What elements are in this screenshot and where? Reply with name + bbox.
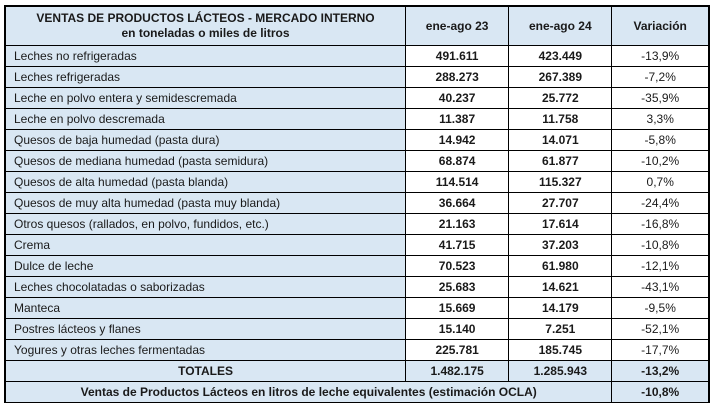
value-y23: 14.942 [405,129,510,151]
value-y24: 14.179 [508,297,613,319]
value-y23: 41.715 [405,234,510,256]
product-label: Yogures y otras leches fermentadas [4,339,407,361]
value-variation: -13,9% [611,45,710,67]
product-label: Leches refrigeradas [4,66,407,88]
footer-variation: -10,8% [611,381,710,403]
value-y24: 423.449 [508,45,613,67]
table-title: VENTAS DE PRODUCTOS LÁCTEOS - MERCADO IN… [4,5,407,46]
product-label: Postres lácteos y flanes [4,318,407,340]
value-variation: -9,5% [611,297,710,319]
value-variation: 3,3% [611,108,710,130]
table-row: Dulce de leche 70.523 61.980 -12,1% [4,255,710,277]
table-row: Leches no refrigeradas 491.611 423.449 -… [4,45,710,67]
value-variation: -24,4% [611,192,710,214]
value-y24: 37.203 [508,234,613,256]
value-variation: -16,8% [611,213,710,235]
column-header-ene-ago-23: ene-ago 23 [405,5,510,46]
value-y23: 21.163 [405,213,510,235]
value-variation: -52,1% [611,318,710,340]
value-y24: 25.772 [508,87,613,109]
product-label: Quesos de muy alta humedad (pasta muy bl… [4,192,407,214]
value-variation: -10,2% [611,150,710,172]
value-variation: -5,8% [611,129,710,151]
table-row: Leches chocolatadas o saborizadas 25.683… [4,276,710,298]
value-y23: 15.140 [405,318,510,340]
value-y24: 267.389 [508,66,613,88]
value-y23: 40.237 [405,87,510,109]
product-label: Dulce de leche [4,255,407,277]
dairy-sales-table: VENTAS DE PRODUCTOS LÁCTEOS - MERCADO IN… [4,5,710,403]
value-variation: -43,1% [611,276,710,298]
table-row: Leche en polvo descremada 11.387 11.758 … [4,108,710,130]
value-y23: 36.664 [405,192,510,214]
product-label: Manteca [4,297,407,319]
totals-label: TOTALES [4,360,407,382]
value-y24: 7.251 [508,318,613,340]
value-variation: -35,9% [611,87,710,109]
value-y24: 11.758 [508,108,613,130]
value-y23: 70.523 [405,255,510,277]
value-y23: 15.669 [405,297,510,319]
value-y24: 185.745 [508,339,613,361]
value-y24: 14.071 [508,129,613,151]
value-y24: 61.980 [508,255,613,277]
table-row: Quesos de baja humedad (pasta dura) 14.9… [4,129,710,151]
value-y24: 61.877 [508,150,613,172]
value-y24: 17.614 [508,213,613,235]
footer-label: Ventas de Productos Lácteos en litros de… [4,381,613,403]
product-label: Leche en polvo descremada [4,108,407,130]
value-y23: 11.387 [405,108,510,130]
table-row: Otros quesos (rallados, en polvo, fundid… [4,213,710,235]
table-row: Quesos de mediana humedad (pasta semidur… [4,150,710,172]
table-row: Quesos de muy alta humedad (pasta muy bl… [4,192,710,214]
product-label: Leche en polvo entera y semidescremada [4,87,407,109]
column-header-ene-ago-24: ene-ago 24 [508,5,613,46]
table-title-line1: VENTAS DE PRODUCTOS LÁCTEOS - MERCADO IN… [36,11,375,25]
value-variation: -10,8% [611,234,710,256]
product-label: Otros quesos (rallados, en polvo, fundid… [4,213,407,235]
product-label: Quesos de alta humedad (pasta blanda) [4,171,407,193]
totals-y24: 1.285.943 [508,360,613,382]
column-header-variacion: Variación [611,5,710,46]
value-variation: -12,1% [611,255,710,277]
footer-row: Ventas de Productos Lácteos en litros de… [4,381,710,403]
totals-y23: 1.482.175 [405,360,510,382]
table-row: Leches refrigeradas 288.273 267.389 -7,2… [4,66,710,88]
table-row: Manteca 15.669 14.179 -9,5% [4,297,710,319]
product-label: Leches no refrigeradas [4,45,407,67]
value-y23: 491.611 [405,45,510,67]
value-variation: 0,7% [611,171,710,193]
value-y24: 14.621 [508,276,613,298]
value-y24: 115.327 [508,171,613,193]
product-label: Quesos de baja humedad (pasta dura) [4,129,407,151]
table-row: Yogures y otras leches fermentadas 225.7… [4,339,710,361]
totals-row: TOTALES 1.482.175 1.285.943 -13,2% [4,360,710,382]
value-variation: -17,7% [611,339,710,361]
totals-variation: -13,2% [611,360,710,382]
product-label: Crema [4,234,407,256]
table-row: Leche en polvo entera y semidescremada 4… [4,87,710,109]
value-y23: 288.273 [405,66,510,88]
value-y23: 25.683 [405,276,510,298]
value-y23: 68.874 [405,150,510,172]
table-title-line2: en toneladas o miles de litros [121,26,290,40]
table-row: Crema 41.715 37.203 -10,8% [4,234,710,256]
product-label: Leches chocolatadas o saborizadas [4,276,407,298]
product-label: Quesos de mediana humedad (pasta semidur… [4,150,407,172]
value-y24: 27.707 [508,192,613,214]
value-y23: 114.514 [405,171,510,193]
table-row: Quesos de alta humedad (pasta blanda) 11… [4,171,710,193]
header-row: VENTAS DE PRODUCTOS LÁCTEOS - MERCADO IN… [4,5,710,46]
table-row: Postres lácteos y flanes 15.140 7.251 -5… [4,318,710,340]
value-y23: 225.781 [405,339,510,361]
value-variation: -7,2% [611,66,710,88]
